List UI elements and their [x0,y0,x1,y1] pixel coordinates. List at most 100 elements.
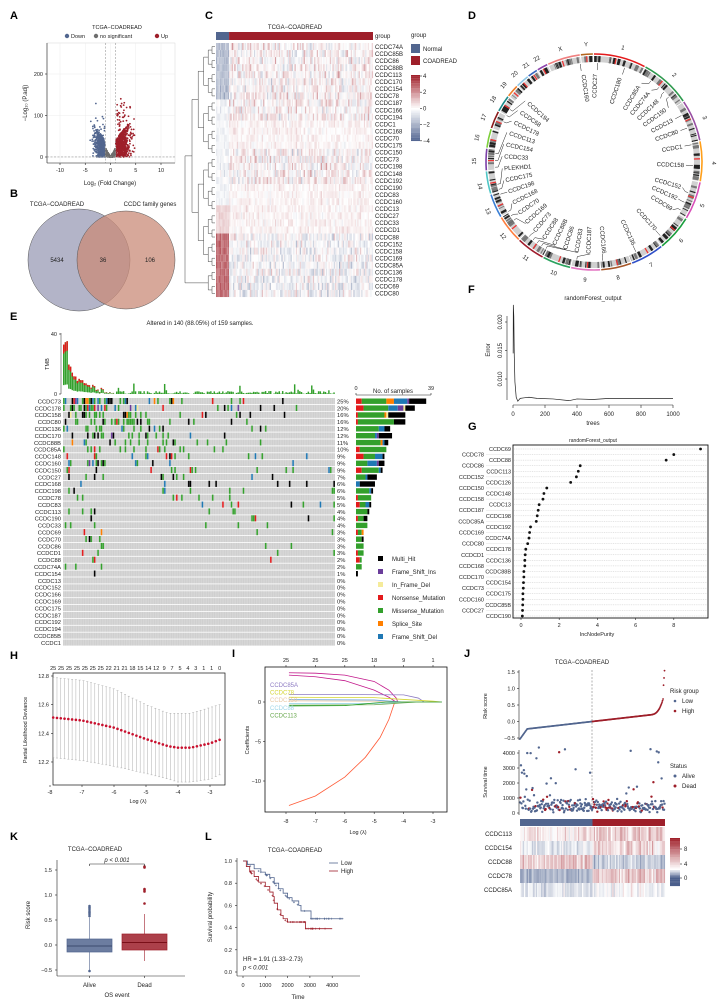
heatmap-cell [367,120,370,128]
heatmap-cell [344,64,346,72]
heatmap-cell [312,71,315,79]
heatmap-cell [371,120,374,128]
heatmap-cell [308,92,311,100]
heatmap-cell [242,71,244,79]
heatmap-cell [361,134,363,142]
heatmap-cell [318,120,320,128]
heatmap-cell [256,127,258,135]
heatmap-cell [278,219,281,227]
heatmap-cell [234,212,236,220]
heatmap-cell [251,240,253,248]
heatmap-cell [274,120,277,128]
heatmap-cell [278,57,281,65]
heatmap-cell [353,212,355,220]
heatmap-cell [293,99,295,107]
heatmap-cell [319,191,321,199]
heatmap-cell [371,162,374,171]
heatmap-cell [250,170,252,178]
heatmap-cell [304,177,307,185]
heatmap-cell [367,57,370,65]
heatmap-cell [293,184,295,192]
heatmap-cell [357,120,359,128]
heatmap-cell [259,43,261,51]
heatmap-cell [370,240,372,248]
heatmap-cell [369,184,371,192]
volcano-point [133,147,136,150]
heatmap-cell [316,170,319,178]
heatmap-cell [222,170,224,178]
volcano-point [97,140,100,142]
heatmap-cell [248,85,251,93]
heatmap-cell [225,134,227,142]
heatmap-cell [320,85,323,93]
heatmap-cell [299,141,302,149]
heatmap-cell [218,162,220,171]
panel-label: I [232,648,235,660]
heatmap-cell [308,57,311,65]
heatmap-cell [324,240,326,248]
heatmap-cell [287,120,290,128]
heatmap-cell [225,50,227,58]
heatmap-cell [337,134,340,142]
heatmap-cell [221,226,223,234]
heatmap-cell [221,205,223,213]
heatmap-cell [257,92,260,100]
heatmap-cell [359,205,362,213]
heatmap-cell [294,162,296,171]
heatmap-cell [282,64,285,72]
heatmap-cell [281,64,283,72]
heatmap-cell [267,155,269,163]
heatmap-cell [231,212,234,220]
heatmap-cell [282,50,285,58]
heatmap-cell [272,50,274,58]
heatmap-cell [222,247,224,255]
heatmap-cell [315,184,317,192]
heatmap-cell [335,120,337,128]
heatmap-cell [276,219,278,227]
heatmap-cell [344,212,346,220]
heatmap-cell [344,127,346,135]
heatmap-cell [253,57,256,65]
heatmap-cell [352,92,354,100]
heatmap-cell [315,219,317,227]
volcano-point [117,123,119,126]
heatmap-cell [261,191,264,199]
heatmap-cell [219,212,222,220]
heatmap-cell [352,198,354,206]
heatmap-cell [277,170,279,178]
heatmap-cell [308,99,311,107]
heatmap-cell [303,212,306,220]
heatmap-cell [345,99,347,107]
heatmap-cell [335,71,337,79]
heatmap-cell [236,64,239,72]
volcano-point [91,125,94,128]
heatmap-cell [238,43,240,51]
heatmap-cell [295,99,298,107]
heatmap-cell [294,198,296,206]
heatmap-cell [273,191,275,199]
heatmap-cell [359,177,362,185]
heatmap-cell [251,148,253,156]
heatmap-cell [293,113,295,121]
heatmap-cell [282,99,285,107]
heatmap-cell [256,212,258,220]
heatmap-cell [341,113,343,121]
heatmap-cell [219,226,222,234]
heatmap-cell [327,57,329,65]
heatmap-cell [289,64,291,72]
heatmap-cell [314,127,316,135]
volcano-point [100,140,103,143]
heatmap-cell [268,198,270,206]
heatmap-cell [218,148,220,156]
volcano-point [92,143,95,145]
heatmap-cell [348,134,350,142]
heatmap-cell [357,78,359,86]
heatmap-cell [319,212,321,220]
heatmap-cell [273,134,275,142]
heatmap-cell [337,57,340,65]
heatmap-cell [278,71,281,79]
heatmap-cell [234,155,236,163]
heatmap-cell [335,233,337,241]
heatmap-cell [289,162,291,171]
volcano-point [100,135,103,137]
